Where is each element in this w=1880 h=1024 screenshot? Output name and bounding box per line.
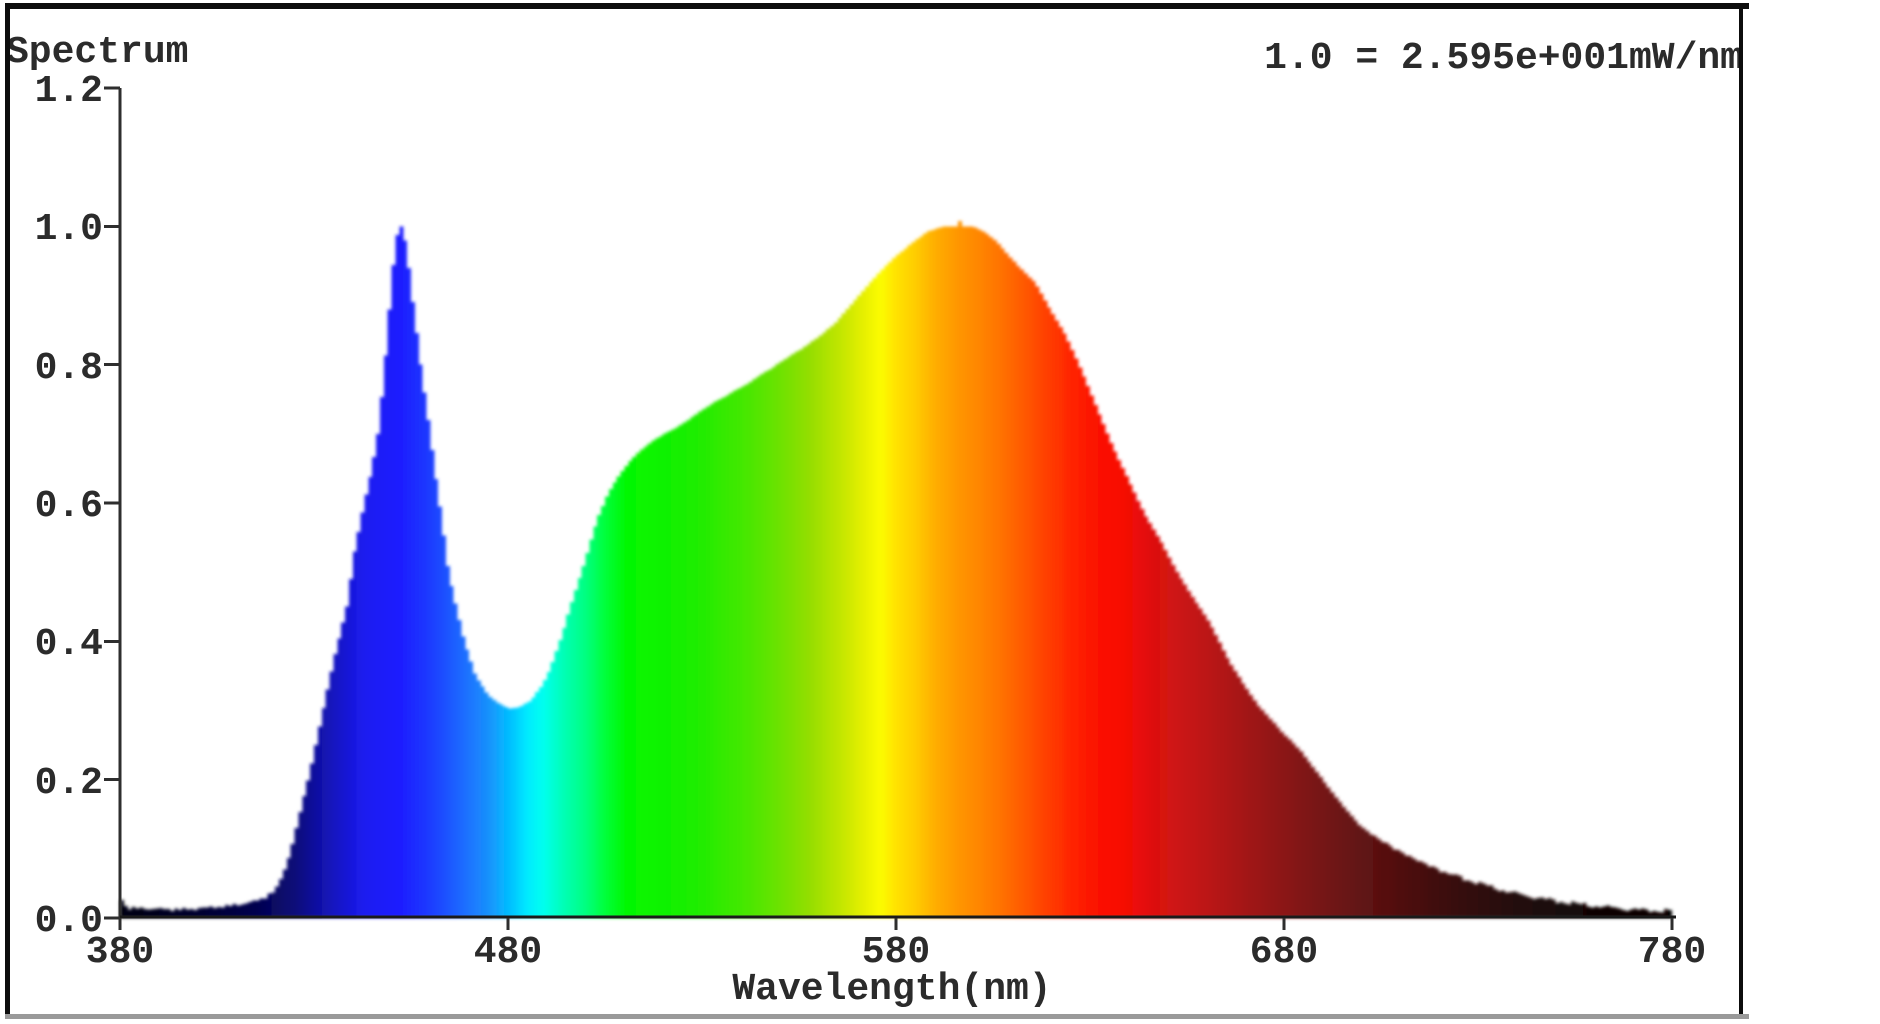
svg-text:0.0: 0.0 [35, 900, 103, 943]
svg-text:580: 580 [862, 931, 930, 974]
svg-text:380: 380 [86, 931, 154, 974]
svg-text:1.2: 1.2 [35, 70, 103, 113]
svg-text:1.0: 1.0 [35, 208, 103, 251]
svg-text:680: 680 [1250, 931, 1318, 974]
svg-text:480: 480 [474, 931, 542, 974]
svg-text:1.0 = 2.595e+001mW/nm: 1.0 = 2.595e+001mW/nm [1264, 37, 1743, 80]
svg-text:Spectrum: Spectrum [6, 31, 188, 74]
svg-text:Wavelength(nm): Wavelength(nm) [732, 968, 1051, 1011]
svg-text:0.2: 0.2 [35, 762, 103, 805]
svg-text:780: 780 [1638, 931, 1706, 974]
svg-text:0.4: 0.4 [35, 623, 103, 666]
svg-text:0.6: 0.6 [35, 485, 103, 528]
svg-text:0.8: 0.8 [35, 347, 103, 390]
